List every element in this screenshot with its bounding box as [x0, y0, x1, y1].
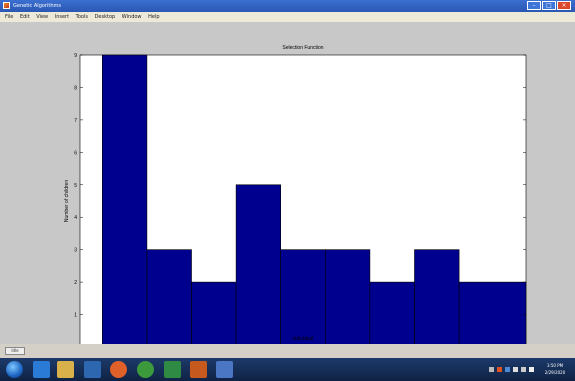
bar-4 — [235, 184, 282, 344]
firefox-icon[interactable] — [110, 361, 127, 378]
window-title: Genetic Algorithms — [13, 3, 61, 9]
title-bar: Genetic Algorithms – □ × — [0, 0, 575, 12]
excel-icon[interactable] — [164, 361, 181, 378]
y-tick-label: 1 — [74, 313, 77, 319]
y-tick-label: 6 — [74, 150, 77, 156]
figure-icon[interactable] — [216, 361, 233, 378]
bars-group — [102, 54, 527, 344]
menu-help[interactable]: Help — [148, 14, 160, 20]
menu-window[interactable]: Window — [121, 14, 142, 20]
figure-window: Genetic Algorithms – □ × File Edit View … — [0, 0, 575, 358]
maximize-button[interactable]: □ — [542, 1, 556, 10]
menu-bar: File Edit View Insert Tools Desktop Wind… — [0, 12, 575, 22]
bar-6 — [324, 249, 371, 344]
bar-9 — [458, 281, 527, 344]
y-ticks-group: 0123456789 — [74, 53, 526, 319]
taskbar: 3:50 PM 2/29/2020 — [0, 358, 575, 381]
start-button[interactable] — [6, 361, 23, 378]
y-tick-label: 3 — [74, 248, 77, 254]
clock-date: 2/29/2020 — [544, 370, 566, 375]
bar-3 — [191, 281, 237, 344]
figure-area: 02468101214161820 0123456789 Selection F… — [0, 22, 575, 344]
bar-8 — [414, 249, 460, 344]
folder-icon[interactable] — [57, 361, 74, 378]
tray-app-icon[interactable] — [497, 367, 502, 372]
menu-insert[interactable]: Insert — [54, 14, 70, 20]
x-axis-label: individual — [293, 336, 314, 342]
menu-edit[interactable]: Edit — [19, 14, 30, 20]
media-player-icon[interactable] — [84, 361, 101, 378]
flag-icon[interactable] — [513, 367, 518, 372]
bar-1 — [102, 54, 148, 344]
bar-5 — [280, 249, 326, 344]
menu-file[interactable]: File — [5, 14, 14, 20]
clock-time: 3:50 PM — [546, 363, 564, 368]
volume-icon[interactable] — [529, 367, 534, 372]
menu-desktop[interactable]: Desktop — [94, 14, 116, 20]
selection-histogram: 02468101214161820 0123456789 Selection F… — [64, 45, 527, 344]
menu-tools[interactable]: Tools — [75, 14, 88, 20]
y-tick-label: 9 — [74, 53, 77, 59]
menu-view[interactable]: View — [36, 14, 49, 20]
chart-title: Selection Function — [282, 45, 323, 51]
matlab-icon[interactable] — [190, 361, 207, 378]
ie-icon[interactable] — [33, 361, 50, 378]
y-tick-label: 4 — [74, 215, 77, 221]
network-icon[interactable] — [521, 367, 526, 372]
y-tick-label: 8 — [74, 85, 77, 91]
bar-7 — [369, 281, 415, 344]
matlab-figure-icon — [3, 2, 10, 9]
y-tick-label: 5 — [74, 183, 77, 189]
idle-status-button[interactable]: Idle — [5, 347, 25, 355]
y-tick-label: 2 — [74, 280, 77, 286]
y-tick-label: 7 — [74, 118, 77, 124]
tray-arrow-icon[interactable] — [489, 367, 494, 372]
y-axis-label: Number of children — [64, 180, 70, 222]
chrome-icon[interactable] — [137, 361, 154, 378]
minimize-button[interactable]: – — [527, 1, 541, 10]
bar-2 — [146, 249, 192, 344]
tray-app2-icon[interactable] — [505, 367, 510, 372]
clock[interactable]: 3:50 PM 2/29/2020 — [538, 362, 572, 376]
close-button[interactable]: × — [557, 1, 571, 10]
status-bar: Idle — [0, 344, 575, 358]
